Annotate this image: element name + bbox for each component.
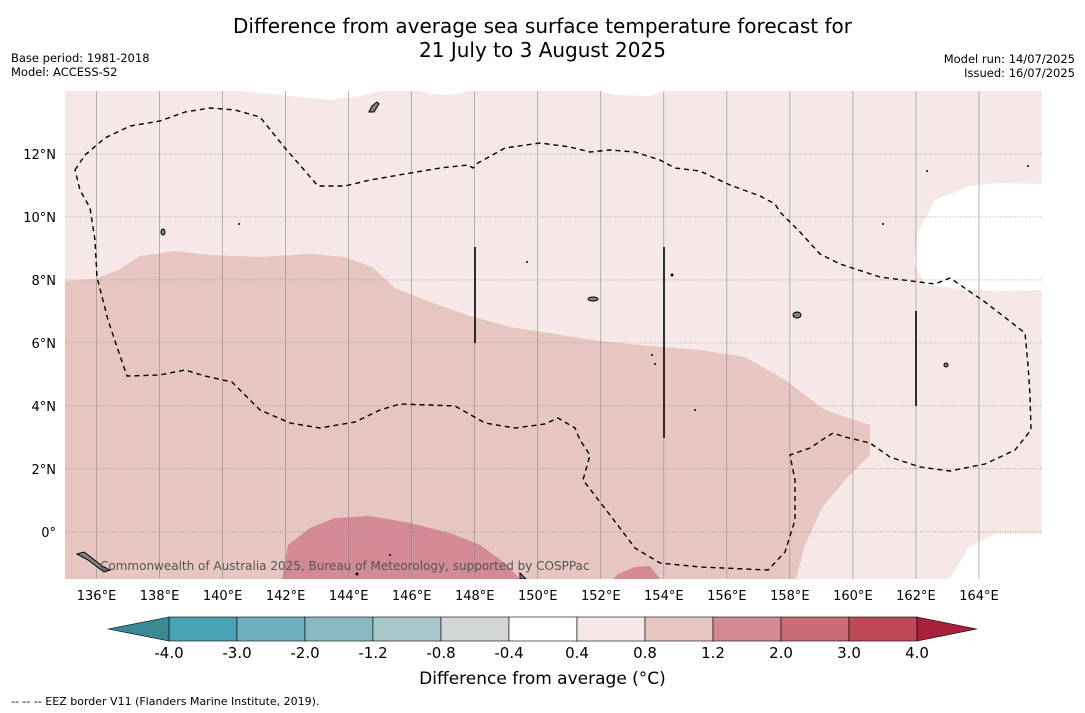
colorbar-tick-label: 0.4 [565,644,589,662]
colorbar-tick-label: -1.2 [358,644,387,662]
latitude-labels: 0° 2°N 4°N 6°N 8°N 10°N 12°N [23,148,56,541]
lon-tick-label: 158°E [770,589,810,604]
atoll [651,354,653,356]
atoll [526,261,528,263]
colorbar-band [168,616,238,642]
band-neutral-topleft [65,91,380,100]
base-period: Base period: 1981-2018 [11,51,150,65]
lon-tick-label: 164°E [959,589,999,604]
lon-tick-label: 148°E [455,589,495,604]
colorbar-band [644,616,714,642]
copyright-notice: Commonwealth of Australia 2025, Bureau o… [100,559,590,573]
colorbar-tick-label: -0.8 [426,644,455,662]
lon-tick-label: 160°E [833,589,873,604]
lat-tick-label: 4°N [32,400,57,415]
meta-right: Model run: 14/07/2025 Issued: 16/07/2025 [944,52,1075,80]
colorbar-tick-label: -3.0 [222,644,251,662]
atoll [654,363,656,365]
band-neutral-top [420,91,470,95]
colorbar-band [508,616,578,642]
colorbar-bands [107,616,978,642]
lon-tick-label: 146°E [392,589,432,604]
lat-tick-label: 8°N [32,274,57,289]
colorbar-tick-label: -4.0 [154,644,183,662]
band-neutral-bottomright [950,534,1042,579]
lon-tick-label: 142°E [266,589,306,604]
colorbar-band [780,616,850,642]
title-line-2: 21 July to 3 August 2025 [419,38,666,62]
colorbar-title: Difference from average (°C) [419,669,666,689]
colorbar-over-arrow [916,616,978,642]
gridlines [65,91,1042,579]
model-name: Model: ACCESS-S2 [11,65,118,79]
eez-boundary-west [74,107,1032,571]
colorbar-band [576,616,646,642]
colorbar-band [304,616,374,642]
lat-tick-label: 12°N [23,148,56,163]
lon-tick-label: 138°E [140,589,180,604]
atoll [694,409,696,411]
band-neutral-right [914,183,1042,291]
atoll [926,170,928,172]
colorbar-band [236,616,306,642]
lat-tick-label: 6°N [32,337,57,352]
band-0.8-1.2 [65,251,870,579]
lon-tick-label: 136°E [77,589,117,604]
map-area [65,91,1042,579]
model-run: Model run: 14/07/2025 [943,52,1075,66]
colorbar-tick-label: -2.0 [290,644,319,662]
colorbar-tick-label: 3.0 [837,644,861,662]
island-kosrae [943,362,949,368]
band-neutral-top2 [600,91,665,96]
lat-tick-label: 10°N [23,211,56,226]
colorbar-tick-label: 1.2 [701,644,725,662]
title-line-1: Difference from average sea surface temp… [232,14,852,38]
lon-tick-label: 144°E [329,589,369,604]
colorbar-tick-label: -0.4 [494,644,523,662]
island-palau [75,551,112,573]
atoll [389,554,391,556]
island-yap [160,228,166,236]
atoll [238,223,240,225]
colorbar-tick-label: 4.0 [905,644,929,662]
lon-tick-label: 152°E [581,589,621,604]
atoll [882,223,884,225]
colorbar-band [372,616,442,642]
colorbar-tick-labels: -4.0 -3.0 -2.0 -1.2 -0.8 -0.4 0.4 0.8 1.2 2.0 3.0 4… [154,644,929,662]
colorbar-tick-label: 0.8 [633,644,657,662]
lon-tick-label: 150°E [518,589,558,604]
atoll [670,273,674,277]
lon-tick-label: 140°E [203,589,243,604]
colorbar-band [848,616,918,642]
meta-left: Base period: 1981-2018 Model: ACCESS-S2 [11,51,150,79]
island-guam [368,101,380,113]
lon-tick-label: 154°E [644,589,684,604]
longitude-labels: 136°E 138°E 140°E 142°E 144°E 146°E 148°E 150°E… [77,589,999,604]
colorbar-band [440,616,510,642]
island-nauru-area [519,571,527,579]
atoll [355,572,359,576]
colorbar-tick-label: 2.0 [769,644,793,662]
island-chuuk [587,296,599,302]
map-title: Difference from average sea surface temp… [0,14,1085,62]
atoll [1027,165,1029,167]
island-pohnpei [792,311,802,319]
issued-date: Issued: 16/07/2025 [964,66,1075,80]
band-1.2-2.0 [282,516,520,579]
eez-footnote: -- -- -- EEZ border V11 (Flanders Marine… [11,695,320,708]
colorbar-band [712,616,782,642]
lon-tick-label: 156°E [707,589,747,604]
lat-tick-label: 2°N [32,463,57,478]
colorbar-under-arrow [107,616,170,642]
lat-tick-label: 0° [41,526,56,541]
band-1.2-2.0-b [613,566,660,579]
lon-tick-label: 162°E [896,589,936,604]
